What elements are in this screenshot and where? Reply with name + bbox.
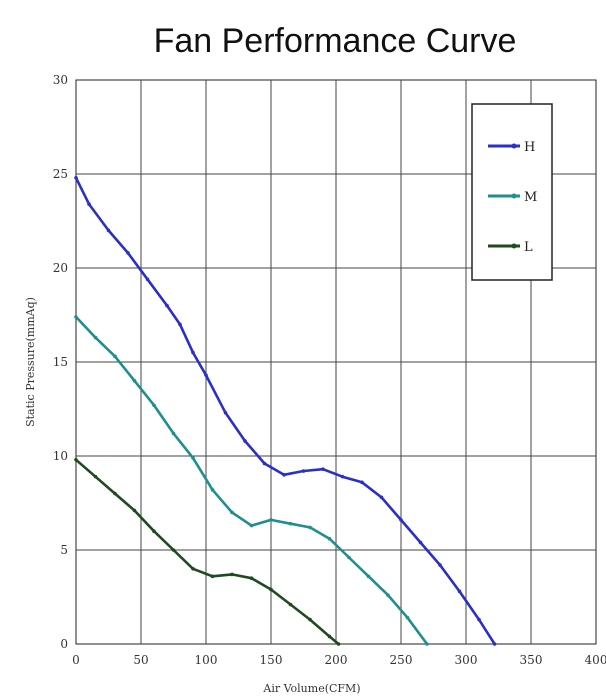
series-h xyxy=(74,175,497,646)
series-l xyxy=(74,457,341,646)
x-tick-label-300: 300 xyxy=(455,653,478,667)
series-h-point-7 xyxy=(191,350,195,355)
series-m-point-3 xyxy=(132,379,137,383)
series-l-point-2 xyxy=(113,491,117,496)
series-h-point-2 xyxy=(106,228,111,233)
x-tick-label-350: 350 xyxy=(520,653,543,667)
series-l-point-6 xyxy=(191,567,195,571)
series-l-point-3 xyxy=(132,508,137,513)
series-h-point-17 xyxy=(379,495,384,500)
series-h-point-6 xyxy=(178,322,182,327)
series-l-point-0 xyxy=(74,457,78,462)
series-lines xyxy=(74,175,497,646)
series-h-point-5 xyxy=(165,303,169,308)
legend-marker-l xyxy=(511,243,517,249)
series-l-point-8 xyxy=(230,572,234,577)
series-h-point-12 xyxy=(282,473,286,477)
series-m-point-4 xyxy=(152,403,156,408)
series-h-point-1 xyxy=(87,202,91,206)
series-m-point-7 xyxy=(210,488,215,492)
series-h-point-8 xyxy=(204,373,208,377)
series-m-point-11 xyxy=(288,521,293,526)
series-m-point-14 xyxy=(347,555,351,560)
series-h-point-11 xyxy=(262,461,267,466)
legend-box xyxy=(471,103,553,281)
legend: H M L xyxy=(471,103,553,281)
series-l-point-1 xyxy=(93,474,98,479)
series-l-point-12 xyxy=(308,617,312,622)
y-tick-label-25: 25 xyxy=(53,167,68,181)
y-tick-label-20: 20 xyxy=(53,261,68,275)
y-tick-label-15: 15 xyxy=(53,355,68,369)
series-m-point-9 xyxy=(249,523,254,528)
x-tick-label-150: 150 xyxy=(260,653,283,667)
series-m-point-16 xyxy=(386,593,390,597)
series-h-point-23 xyxy=(492,642,497,646)
series-m-point-10 xyxy=(269,518,273,522)
series-h-point-10 xyxy=(243,439,247,443)
series-m-point-8 xyxy=(230,510,234,515)
series-m-point-6 xyxy=(191,456,195,460)
series-l-point-13 xyxy=(327,634,332,639)
series-h-line xyxy=(74,176,496,646)
y-tick-label-5: 5 xyxy=(60,543,68,557)
x-tick-label-50: 50 xyxy=(133,653,148,667)
series-l-point-4 xyxy=(152,529,156,533)
series-l-point-7 xyxy=(210,574,215,579)
legend-label-m: M xyxy=(524,190,537,205)
y-axis-ticks: 0 5 10 15 20 25 30 xyxy=(53,73,68,651)
x-tick-label-250: 250 xyxy=(390,653,413,667)
legend-label-h: H xyxy=(524,140,535,155)
series-m-point-17 xyxy=(405,615,410,620)
series-l-point-14 xyxy=(336,642,341,646)
series-h-point-13 xyxy=(301,469,306,473)
x-tick-label-100: 100 xyxy=(195,653,218,667)
series-h-point-16 xyxy=(360,480,364,485)
x-axis-ticks: 0 50 100 150 200 250 300 350 400 xyxy=(72,653,606,667)
x-tick-label-200: 200 xyxy=(325,653,348,667)
legend-item-l: L xyxy=(488,240,533,255)
chart-title: Fan Performance Curve xyxy=(154,22,517,60)
series-m xyxy=(74,315,429,646)
series-m-point-5 xyxy=(171,431,176,436)
legend-item-m: M xyxy=(488,190,537,205)
y-axis-label: Static Pressure(mmAq) xyxy=(24,297,37,427)
series-l-point-11 xyxy=(288,602,293,607)
series-h-point-4 xyxy=(145,277,150,282)
x-tick-label-400: 400 xyxy=(585,653,606,667)
series-l-point-5 xyxy=(171,548,176,552)
series-h-point-19 xyxy=(418,540,423,545)
series-m-point-18 xyxy=(425,642,429,646)
series-h-point-9 xyxy=(223,410,228,415)
legend-item-h: H xyxy=(488,140,535,155)
series-h-point-3 xyxy=(126,251,130,255)
series-m-point-2 xyxy=(113,354,117,359)
y-tick-label-0: 0 xyxy=(60,637,68,651)
series-m-point-0 xyxy=(74,315,78,319)
legend-marker-m xyxy=(511,193,517,199)
series-m-point-12 xyxy=(308,525,312,530)
legend-label-l: L xyxy=(524,240,533,255)
legend-marker-h xyxy=(511,143,517,149)
series-m-point-13 xyxy=(327,536,332,541)
series-m-point-15 xyxy=(366,574,371,579)
y-tick-label-10: 10 xyxy=(53,449,68,463)
grid-lines xyxy=(76,80,596,644)
x-tick-label-0: 0 xyxy=(72,653,80,667)
series-h-point-18 xyxy=(399,518,403,522)
series-l-point-10 xyxy=(269,587,273,592)
series-l-point-9 xyxy=(249,576,254,580)
series-h-point-21 xyxy=(457,589,462,594)
series-m-point-1 xyxy=(93,335,98,340)
series-h-point-22 xyxy=(477,617,481,622)
x-axis-label: Air Volume(CFM) xyxy=(262,682,360,695)
series-h-point-20 xyxy=(438,563,442,567)
series-h-point-15 xyxy=(340,474,345,479)
y-tick-label-30: 30 xyxy=(53,73,68,87)
series-h-point-0 xyxy=(74,175,78,180)
series-h-point-14 xyxy=(321,467,325,471)
